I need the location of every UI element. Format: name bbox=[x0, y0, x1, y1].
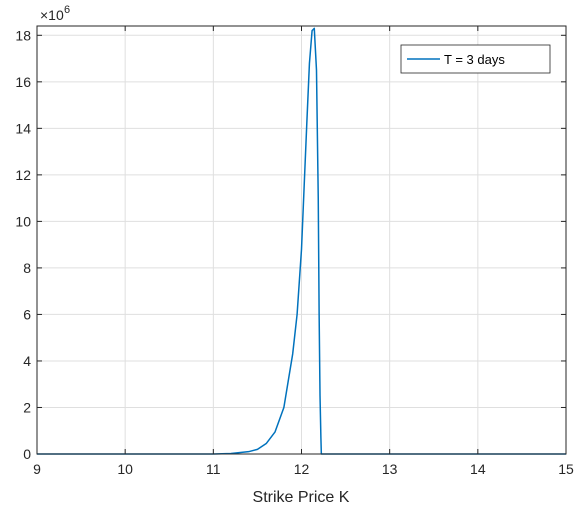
y-tick-label: 18 bbox=[15, 27, 31, 43]
series-layer bbox=[37, 27, 566, 455]
y-tick-label: 0 bbox=[23, 446, 31, 462]
ticks bbox=[36, 26, 567, 455]
y-tick-label: 4 bbox=[23, 353, 31, 369]
y-tick-label: 10 bbox=[15, 213, 31, 229]
y-tick-label: 14 bbox=[15, 120, 31, 136]
legend: T = 3 days bbox=[400, 44, 551, 74]
legend-label: T = 3 days bbox=[444, 52, 505, 67]
x-tick-label: 13 bbox=[382, 461, 398, 477]
y-exponent-base: ×10 bbox=[40, 7, 64, 23]
tick-labels: 9 10 11 12 13 14 15 0 2 4 6 8 10 12 14 16 18 bbox=[15, 27, 574, 477]
x-tick-label: 10 bbox=[117, 461, 133, 477]
y-tick-label: 16 bbox=[15, 74, 31, 90]
x-tick-label: 9 bbox=[33, 461, 41, 477]
x-tick-label: 12 bbox=[294, 461, 310, 477]
y-tick-label: 2 bbox=[23, 399, 31, 415]
x-tick-label: 15 bbox=[558, 461, 574, 477]
series-line bbox=[37, 27, 566, 455]
y-tick-label: 8 bbox=[23, 260, 31, 276]
y-exponent-power: 6 bbox=[64, 4, 70, 16]
x-axis-title: Strike Price K bbox=[253, 489, 350, 506]
x-tick-label: 11 bbox=[206, 461, 221, 477]
y-tick-label: 6 bbox=[23, 306, 31, 322]
y-tick-label: 12 bbox=[15, 167, 31, 183]
x-tick-label: 14 bbox=[470, 461, 486, 477]
